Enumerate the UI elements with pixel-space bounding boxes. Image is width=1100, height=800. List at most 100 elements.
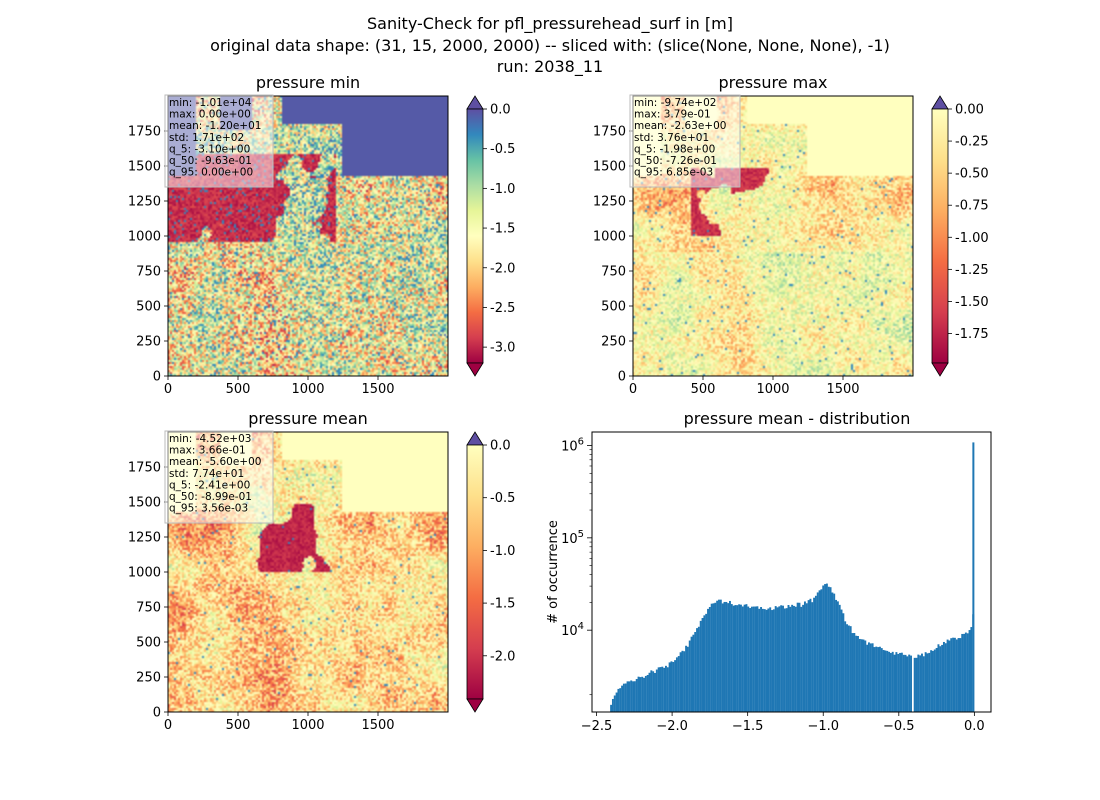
histogram-bar [858,638,861,712]
histogram-bar [761,608,764,712]
histogram-bar [626,681,629,712]
panel-title: pressure min [256,73,360,92]
histogram-bar [816,592,819,712]
stats-box [164,430,274,524]
colorbar-ticks: 0.0 -0.5 -1.0 -1.5 -2.0 [483,439,515,664]
histogram-bar [654,672,656,712]
histogram-bar [663,667,666,712]
colorbar-tick-label: -1.75 [955,327,989,342]
y-tick-label: 105 [561,529,584,547]
histogram-bar [835,599,838,712]
histogram-bar [825,583,828,712]
histogram-bar [937,644,940,712]
histogram-bar [884,650,887,712]
x-tick-label: −1.0 [807,719,839,734]
histogram-bar-spike [972,442,975,712]
y-tick-label: 1750 [128,125,161,140]
histogram-bar [836,601,839,712]
y-tick-label: 1500 [128,496,161,511]
y-tick-label: 1000 [128,566,161,581]
histogram-bar [796,602,799,712]
colorbar-tick-label: -1.5 [490,222,515,237]
colorbar-tick-label: 0.00 [955,103,984,118]
histogram-bars [610,442,975,712]
histogram-bar [624,683,627,712]
histogram-bar [964,632,967,712]
colorbar-tick-label: -0.75 [955,199,989,214]
colorbar: 0.0 -0.5 -1.0 -1.5 -2.0 [466,431,515,713]
histogram-bar [904,654,907,712]
histogram-bar [957,638,960,712]
histogram-bar [710,603,713,712]
histogram-bar [809,598,812,712]
histogram-bar [701,618,704,712]
histogram-bar [822,585,825,712]
histogram-bar [758,608,761,712]
y-tick-label: 106 [561,436,584,454]
histogram-bar [802,604,805,712]
histogram-bar [800,606,803,712]
colorbar-tick-label: 0.0 [490,103,511,118]
histogram-bar [635,679,638,712]
histogram-bar [694,632,697,712]
histogram-bar [657,667,660,712]
histogram-bar [721,603,724,712]
stat-line: mean: -5.60e+00 [169,456,261,468]
histogram-bar [782,605,784,712]
histogram-bar [686,646,689,712]
stat-line: min: -4.52e+03 [169,433,251,445]
histogram-bar [729,600,731,712]
histogram-bar [899,652,902,712]
histogram-bar [659,667,662,712]
histogram-bar [831,592,834,712]
histogram-bar [774,606,777,712]
histogram-bar [824,584,827,712]
histogram-bar [963,633,966,712]
histogram-bar [906,656,909,712]
histogram-bar [880,648,883,712]
histogram-bar [705,613,708,712]
histogram-bar [807,600,810,712]
histogram-bar [780,605,783,712]
histogram-bar [718,599,720,712]
histogram-bar [778,606,781,712]
stat-line: std: 1.71e+02 [169,132,244,144]
histogram-bar [783,608,786,712]
y-tick-label: 750 [136,601,161,616]
colorbar-gradient [466,108,484,364]
stat-line: q_50: -9.63e-01 [169,155,252,167]
x-ticks: −2.5 −2.0 −1.5 −1.0 −0.5 0.0 [581,712,985,734]
histogram-bar [930,650,933,712]
histogram-bar [864,640,867,712]
histogram-bar [857,636,859,712]
histogram-bar [791,604,794,712]
colorbar-tick-label: -0.5 [490,491,515,506]
histogram-bar [844,621,847,712]
histogram-bar [785,608,788,712]
histogram-bar [685,645,688,712]
histogram-bar [655,669,658,712]
x-ticks: 0 500 1000 1500 [164,376,395,397]
histogram-bar [772,609,775,712]
histogram-bar [692,634,695,712]
histogram-bar [714,602,717,712]
histogram-bar [950,638,953,712]
stat-line: std: 3.76e+01 [634,132,709,144]
histogram-bar [871,643,874,712]
histogram-bar [650,670,653,712]
y-tick-label: 500 [136,636,161,651]
histogram-bar [793,605,795,712]
histogram-bar [921,653,923,712]
histogram-bar [736,605,739,712]
histogram-bar [931,650,934,712]
histogram-bar [849,626,852,712]
histogram-bar [933,649,936,712]
histogram-bar [862,639,865,712]
x-tick-label: 500 [226,382,251,397]
colorbar-tick-label: -2.0 [490,649,515,664]
histogram-bar [668,662,671,712]
histogram-bar [745,604,748,712]
histogram-bar [840,609,843,712]
